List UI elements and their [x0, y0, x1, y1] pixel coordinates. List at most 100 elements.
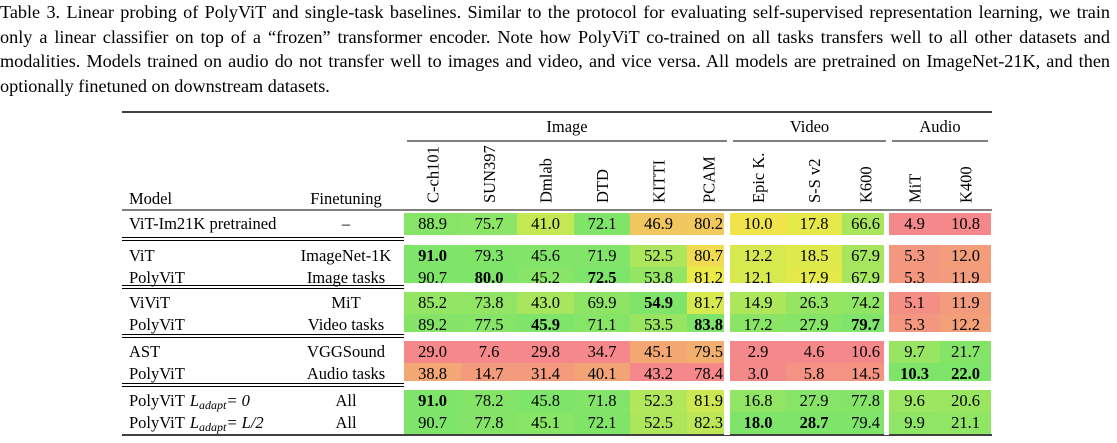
- cell-bg: [404, 213, 461, 235]
- cell-value: 45.6: [531, 246, 560, 265]
- cell-value: 17.9: [800, 268, 829, 287]
- cell-bg: [842, 390, 889, 412]
- finetuning-value: Image tasks: [307, 268, 385, 287]
- cell-value: 67.9: [851, 268, 880, 287]
- cell-value: 27.9: [800, 391, 829, 410]
- cell-value: 81.2: [694, 268, 723, 287]
- cell-bg: [842, 341, 889, 363]
- column-header: SUN397: [480, 145, 499, 203]
- cell-value: 40.1: [588, 364, 617, 383]
- cell-value: 79.5: [694, 342, 723, 361]
- cell-bg: [461, 292, 517, 314]
- column-header: MiT: [906, 174, 925, 203]
- cell-value: 38.8: [418, 364, 447, 383]
- cell-bg: [842, 213, 889, 235]
- cell-value: 79.4: [851, 413, 880, 432]
- cell-value: 29.0: [418, 342, 447, 361]
- cell-value: 52.5: [644, 413, 673, 432]
- cell-bg: [889, 213, 940, 235]
- cell-value: 71.9: [588, 246, 617, 265]
- cell-bg: [687, 213, 730, 235]
- caption-text: Linear probing of PolyViT and single-tas…: [0, 2, 1111, 96]
- cell-bg: [461, 390, 517, 412]
- cell-value: 78.4: [694, 364, 723, 383]
- cell-bg: [630, 245, 687, 267]
- cell-bg: [730, 213, 786, 235]
- column-header: PCAM: [700, 156, 719, 203]
- cell-value: 9.9: [904, 413, 925, 432]
- cell-value: 67.9: [851, 246, 880, 265]
- cell-bg: [517, 341, 574, 363]
- column-header: Dmlab: [537, 158, 556, 203]
- cell-value: 71.1: [588, 315, 617, 334]
- cell-value: 90.7: [418, 413, 447, 432]
- group-header-audio: Audio: [919, 117, 960, 136]
- column-header: S-S v2: [805, 159, 824, 203]
- cell-value: 17.2: [744, 315, 773, 334]
- cell-bg: [786, 390, 842, 412]
- cell-value: 88.9: [418, 214, 447, 233]
- cell-value: 29.8: [531, 342, 560, 361]
- column-header: C-ch101: [424, 146, 443, 203]
- cell-bg: [730, 341, 786, 363]
- model-name: PolyViT: [129, 268, 185, 287]
- cell-bg: [730, 412, 786, 434]
- cell-value: 5.1: [904, 293, 925, 312]
- finetuning-value: Video tasks: [308, 315, 384, 334]
- cell-bg: [940, 412, 991, 434]
- cell-value: 91.0: [418, 391, 447, 410]
- cell-value: 71.8: [588, 391, 617, 410]
- model-name: ViT: [129, 246, 155, 265]
- cell-bg: [842, 363, 889, 385]
- cell-bg: [461, 314, 517, 336]
- cell-value: 14.5: [851, 364, 880, 383]
- cell-value: 72.1: [588, 214, 617, 233]
- cell-bg: [630, 213, 687, 235]
- cell-value: 11.9: [951, 268, 979, 287]
- cell-bg: [786, 363, 842, 385]
- finetuning-value: ImageNet-1K: [301, 246, 392, 265]
- cell-bg: [517, 363, 574, 385]
- cell-value: 11.9: [951, 293, 979, 312]
- cell-bg: [940, 314, 991, 336]
- table-caption: Table 3. Linear probing of PolyViT and s…: [0, 0, 1110, 98]
- cell-bg: [842, 412, 889, 434]
- cell-value: 54.9: [644, 293, 673, 312]
- cell-bg: [517, 213, 574, 235]
- cell-value: 5.3: [904, 315, 925, 334]
- cell-bg: [574, 341, 630, 363]
- cell-bg: [404, 390, 461, 412]
- cell-bg: [517, 390, 574, 412]
- group-gap: [724, 213, 730, 435]
- cell-bg: [730, 292, 786, 314]
- cell-bg: [889, 412, 940, 434]
- cell-bg: [630, 390, 687, 412]
- cell-value: 28.7: [800, 413, 829, 432]
- cell-bg: [687, 314, 730, 336]
- caption-label: Table 3.: [0, 2, 61, 22]
- cell-value: 72.1: [588, 413, 617, 432]
- model-name: PolyViT Ladapt= 0: [129, 391, 251, 412]
- cell-value: 85.2: [418, 293, 447, 312]
- cell-value: 31.4: [531, 364, 560, 383]
- cell-value: 74.2: [851, 293, 880, 312]
- cell-bg: [630, 314, 687, 336]
- model-name: PolyViT: [129, 364, 185, 383]
- cell-value: 79.7: [851, 315, 880, 334]
- cell-value: 22.0: [951, 364, 980, 383]
- header-model: Model: [129, 189, 172, 208]
- group-header-video: Video: [790, 117, 829, 136]
- cell-bg: [404, 363, 461, 385]
- cell-bg: [461, 245, 517, 267]
- cell-value: 80.2: [694, 214, 723, 233]
- cell-bg: [889, 341, 940, 363]
- cell-value: 9.6: [904, 391, 925, 410]
- cell-bg: [786, 341, 842, 363]
- cell-bg: [461, 412, 517, 434]
- model-name: PolyViT Ladapt= L/2: [129, 413, 264, 434]
- cell-value: 12.2: [951, 315, 980, 334]
- cell-bg: [687, 390, 730, 412]
- cell-bg: [889, 314, 940, 336]
- cell-bg: [574, 292, 630, 314]
